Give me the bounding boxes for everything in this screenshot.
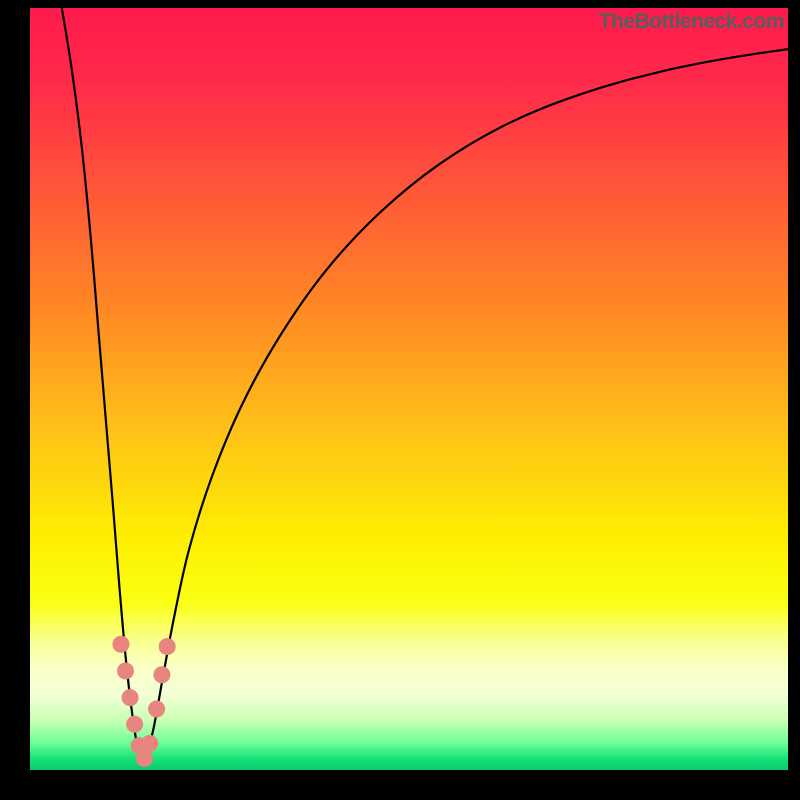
plot-area [30,8,788,770]
data-marker [122,689,139,706]
watermark-text: TheBottleneck.com [599,10,784,34]
curve-left-branch [62,8,144,764]
data-marker [117,662,134,679]
data-marker [136,750,153,767]
data-marker [148,701,165,718]
data-marker [159,638,176,655]
data-marker [153,666,170,683]
data-marker [112,636,129,653]
curve-layer [30,8,788,770]
data-marker [126,716,143,733]
data-marker [141,735,158,752]
curve-right-branch [144,49,788,764]
